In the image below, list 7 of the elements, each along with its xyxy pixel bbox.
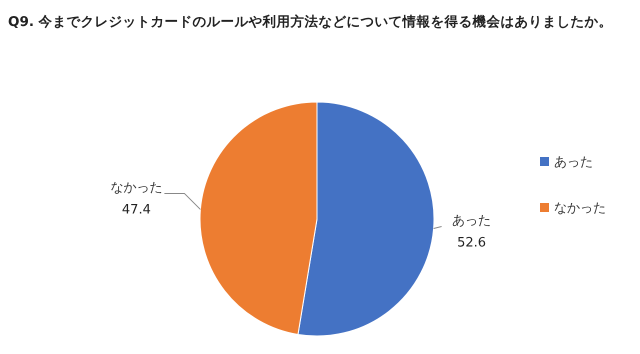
data-label: 47.4 [122, 202, 151, 218]
slice-label: なかった [110, 180, 162, 196]
legend-label: あった [554, 155, 593, 170]
legend-label: なかった [554, 201, 606, 216]
chart-title: Q9. 今までクレジットカードのルールや利用方法などについて情報を得る機会はありましたか。 [8, 13, 613, 30]
slice-label: あった [452, 214, 492, 229]
data-label: 52.6 [457, 236, 486, 251]
